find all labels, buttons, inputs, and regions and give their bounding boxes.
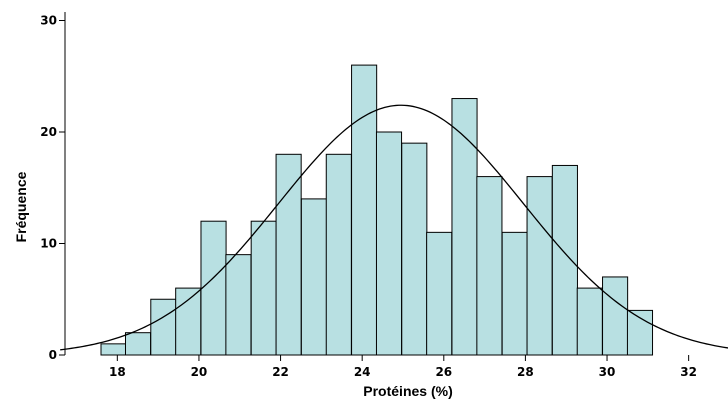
histogram-bar-16 <box>476 176 503 356</box>
histogram-bar-8 <box>275 153 302 356</box>
histogram-bar-12 <box>375 131 403 356</box>
histogram-bar-5 <box>200 220 227 356</box>
y-tick-label: 10 <box>40 237 57 251</box>
histogram-bar-4 <box>175 287 202 356</box>
histogram-bar-18 <box>526 176 553 356</box>
histogram-bar-20 <box>576 287 603 356</box>
y-tick-label: 30 <box>40 14 57 28</box>
histogram-bar-22 <box>626 309 654 356</box>
y-axis-title: Fréquence <box>13 171 29 242</box>
x-tick-label: 26 <box>435 365 452 379</box>
histogram-bar-7 <box>250 220 277 356</box>
histogram-bar-11 <box>351 64 378 356</box>
x-tick-label: 20 <box>191 365 208 379</box>
x-tick-label: 30 <box>599 365 616 379</box>
histogram-bar-13 <box>401 142 428 356</box>
x-tick-label: 18 <box>109 365 126 379</box>
x-tick-label: 28 <box>517 365 534 379</box>
bars-group <box>100 64 654 356</box>
histogram-bar-1 <box>100 343 127 356</box>
y-tick-label: 0 <box>49 348 57 362</box>
normal-curve <box>60 104 728 351</box>
histogram-bar-10 <box>325 153 352 356</box>
histogram-bar-6 <box>225 254 252 356</box>
histogram-bar-17 <box>501 231 528 356</box>
histogram-bar-3 <box>150 298 177 356</box>
x-axis-ticks: 18 20 22 24 26 28 30 32 <box>109 355 697 379</box>
histogram-bar-2 <box>124 332 152 356</box>
histogram-bar-21 <box>602 276 629 356</box>
x-axis-title: Protéines (%) <box>363 383 452 399</box>
y-axis-ticks: 0 10 20 30 <box>40 14 65 362</box>
x-tick-label: 24 <box>354 365 371 379</box>
histogram-bar-14 <box>426 231 453 356</box>
x-tick-label: 22 <box>272 365 289 379</box>
y-tick-label: 20 <box>40 125 57 139</box>
x-tick-label: 32 <box>680 365 697 379</box>
histogram-bar-19 <box>551 164 578 356</box>
histogram-bar-9 <box>300 198 327 356</box>
